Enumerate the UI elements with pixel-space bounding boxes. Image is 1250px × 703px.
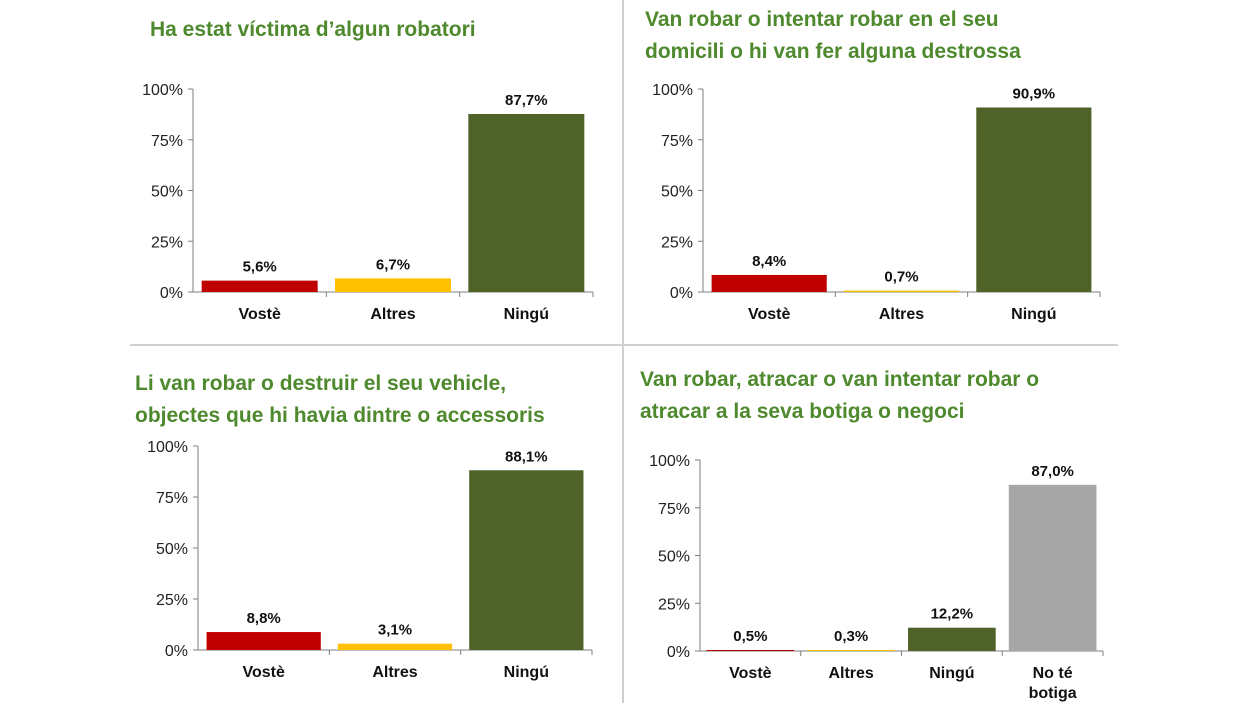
data-label: 88,1%: [505, 448, 548, 465]
data-label: 87,7%: [505, 92, 548, 109]
category-label: No té: [1033, 665, 1073, 682]
bar-1: [337, 643, 453, 650]
chart-3: 0% 25% 50% 75% 100% 0,5% Vostè 0,3% Altres 12,2% N…: [649, 453, 1104, 702]
chart-0: 0% 25% 50% 75% 100% 5,6% Vostè 6,7% Altres 87,7% N…: [142, 82, 594, 323]
category-label: Ningú: [1011, 306, 1056, 323]
y-tick-label: 0%: [160, 285, 183, 302]
bar-1: [843, 290, 960, 292]
data-label: 0,7%: [884, 269, 918, 286]
chart-title: Ha estat víctima d’algun robatori: [150, 14, 750, 46]
data-label: 6,7%: [376, 256, 410, 273]
bar-3: [1008, 484, 1097, 651]
bar-1: [807, 650, 895, 651]
chart-title-line-1: Van robar, atracar o van intentar robar …: [640, 368, 1040, 391]
y-tick-label: 75%: [658, 501, 690, 518]
category-label: Altres: [370, 306, 415, 323]
category-label: Altres: [879, 306, 924, 323]
category-label: Vostè: [238, 306, 280, 323]
category-label: Altres: [372, 664, 417, 681]
data-label: 3,1%: [378, 622, 412, 639]
chart-title: Van robar, atracar o van intentar robar …: [640, 364, 1240, 428]
category-label: Ningú: [929, 665, 974, 682]
y-tick-label: 75%: [661, 133, 693, 150]
data-label: 5,6%: [243, 259, 277, 276]
bar-0: [711, 274, 827, 292]
data-label: 8,4%: [752, 253, 786, 270]
chart-title: Li van robar o destruir el seu vehicle, …: [135, 368, 735, 432]
chart-title-line-1: Li van robar o destruir el seu vehicle,: [135, 372, 507, 395]
y-tick-label: 75%: [156, 490, 188, 507]
data-label: 0,5%: [733, 628, 767, 645]
vertical-divider: [622, 0, 624, 703]
bar-0: [706, 650, 795, 651]
chart-title-line-2: atracar a la seva botiga o negoci: [640, 400, 965, 423]
y-tick-label: 75%: [151, 133, 183, 150]
category-label: Vostè: [242, 664, 284, 681]
category-label: Ningú: [504, 664, 549, 681]
category-label: Vostè: [729, 665, 771, 682]
bar-0: [201, 280, 318, 292]
category-label: Ningú: [504, 306, 549, 323]
y-tick-label: 25%: [151, 234, 183, 251]
chart-title-line-2: objectes que hi havia dintre o accessori…: [135, 404, 545, 427]
y-tick-label: 50%: [661, 184, 693, 201]
data-label: 0,3%: [834, 628, 868, 645]
y-tick-label: 25%: [661, 234, 693, 251]
y-tick-label: 100%: [147, 439, 188, 456]
y-tick-label: 100%: [142, 82, 183, 99]
y-tick-label: 0%: [667, 644, 690, 661]
y-tick-label: 100%: [649, 453, 690, 470]
category-label: Vostè: [748, 306, 790, 323]
bar-2: [468, 113, 585, 293]
chart-title-line-1: Ha estat víctima d’algun robatori: [150, 18, 476, 41]
category-label: botiga: [1029, 685, 1077, 702]
chart-title: Van robar o intentar robar en el seu dom…: [645, 4, 1245, 68]
bar-2: [469, 470, 584, 650]
y-tick-label: 25%: [156, 592, 188, 609]
category-label: Altres: [828, 665, 873, 682]
chart-1: 0% 25% 50% 75% 100% 8,4% Vostè 0,7% Altres 90,9% N…: [652, 82, 1101, 323]
bar-0: [206, 632, 321, 650]
chart-2: 0% 25% 50% 75% 100% 8,8% Vostè 3,1% Altres 88,1% N…: [147, 439, 593, 681]
chart-title-line-1: Van robar o intentar robar en el seu: [645, 8, 999, 31]
data-label: 12,2%: [931, 606, 974, 623]
y-tick-label: 50%: [156, 541, 188, 558]
bar-2: [908, 627, 996, 651]
y-tick-label: 0%: [165, 643, 188, 660]
data-label: 8,8%: [247, 610, 281, 627]
data-label: 87,0%: [1031, 463, 1074, 480]
y-tick-label: 25%: [658, 596, 690, 613]
y-tick-label: 100%: [652, 82, 693, 99]
data-label: 90,9%: [1013, 85, 1056, 102]
horizontal-divider: [130, 344, 1118, 346]
chart-title-line-2: domicili o hi van fer alguna destrossa: [645, 40, 1021, 63]
bar-2: [976, 107, 1092, 293]
y-tick-label: 0%: [670, 285, 693, 302]
y-tick-label: 50%: [151, 184, 183, 201]
bar-1: [335, 278, 451, 292]
y-tick-label: 50%: [658, 549, 690, 566]
